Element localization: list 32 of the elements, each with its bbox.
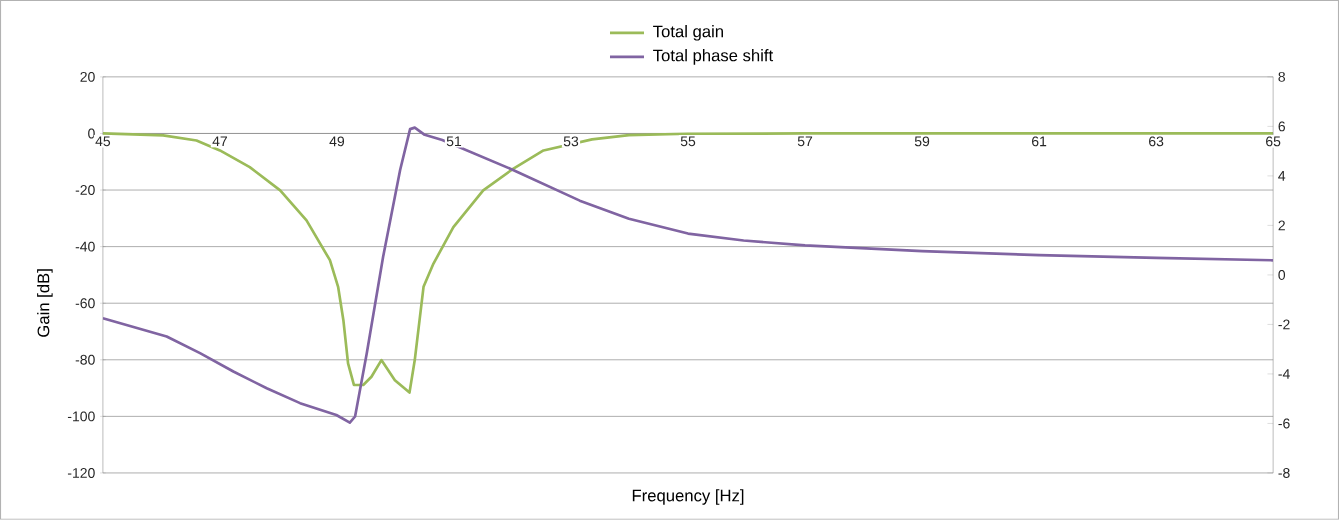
y2-tick-label: 0 [1278,270,1286,280]
x-tick-label: 61 [1032,136,1047,147]
legend-label: Total gain [653,25,723,41]
y-tick-label: -60 [75,298,95,309]
y2-tick-label: -4 [1278,369,1290,379]
x-tick-label: 63 [1149,136,1164,147]
y2-tick-label: -6 [1278,418,1290,429]
y2-tick-label: 6 [1278,121,1286,132]
y-tick-label: -120 [67,468,95,478]
y2-tick-label: 8 [1278,72,1286,82]
y-tick-label: -80 [75,354,95,365]
y-tick-label: -40 [75,241,95,252]
x-tick-label: 55 [680,136,696,147]
y2-tick-label: -2 [1278,319,1290,330]
x-tick-label: 53 [563,136,579,147]
x-tick-label: 57 [797,136,813,147]
y2-tick-label: -8 [1278,468,1290,478]
x-tick-label: 59 [914,136,930,147]
y-tick-label: 0 [88,128,95,139]
y-tick-label: -100 [67,411,95,422]
legend-label: Total phase shift [653,49,774,65]
y-tick-label: -20 [75,185,95,196]
y2-tick-label: 4 [1278,171,1286,181]
y-axis-title: Gain [dB] [37,269,53,337]
x-tick-label: 51 [446,136,462,147]
y2-tick-label: 2 [1278,220,1285,231]
x-axis-title: Frequency [Hz] [632,489,744,505]
x-tick-label: 45 [95,136,111,147]
x-tick-label: 49 [329,136,345,147]
x-tick-label: 65 [1266,136,1281,147]
y-tick-label: 20 [80,72,95,82]
x-tick-label: 47 [212,136,227,147]
